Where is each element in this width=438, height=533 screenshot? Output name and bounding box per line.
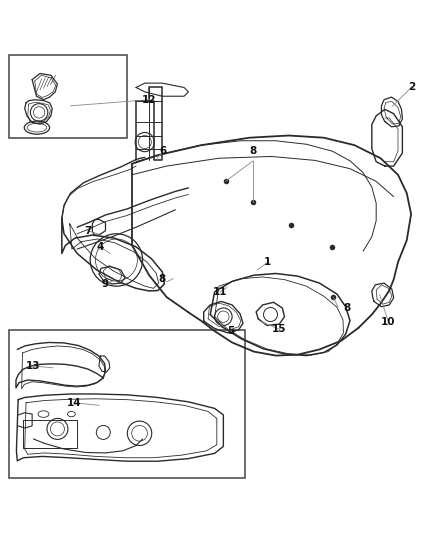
Text: 8: 8: [249, 147, 257, 157]
Text: 1: 1: [264, 257, 272, 267]
Text: 14: 14: [67, 398, 81, 408]
Text: 5: 5: [228, 326, 235, 336]
Text: 4: 4: [96, 242, 104, 252]
Text: 8: 8: [343, 303, 351, 312]
Text: 13: 13: [26, 361, 41, 371]
Text: 6: 6: [159, 146, 167, 156]
Bar: [10, 330, 245, 478]
Text: 12: 12: [142, 95, 156, 104]
Text: 8: 8: [159, 274, 166, 284]
Text: 15: 15: [272, 325, 286, 334]
Text: 11: 11: [212, 287, 227, 297]
Text: 9: 9: [101, 279, 108, 289]
Bar: [10, 55, 127, 138]
Text: 2: 2: [408, 82, 416, 92]
Text: 7: 7: [85, 225, 92, 236]
Text: 10: 10: [381, 317, 396, 327]
